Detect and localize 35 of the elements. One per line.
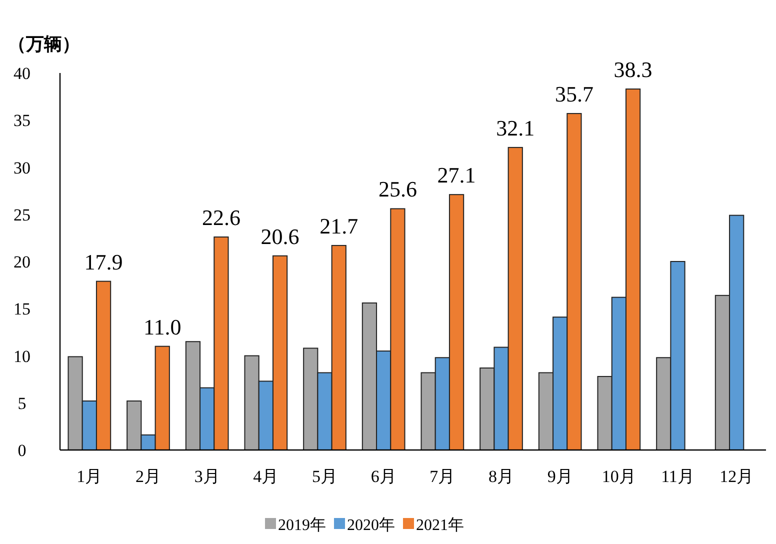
y-tick-label: 20 <box>14 252 30 272</box>
data-label: 38.3 <box>614 57 652 82</box>
x-tick-label: 6月 <box>370 467 396 486</box>
x-tick-label: 7月 <box>430 467 456 486</box>
y-tick-label: 40 <box>14 64 30 83</box>
x-tick-label: 3月 <box>194 467 220 486</box>
data-label: 35.7 <box>554 82 594 107</box>
data-label: 25.6 <box>378 176 417 202</box>
x-tick-label: 4月 <box>253 467 279 486</box>
x-tick-label: 12月 <box>720 467 754 486</box>
data-label: 22.6 <box>202 204 240 230</box>
y-axis-title: （万辆） <box>8 34 80 54</box>
x-tick-label: 8月 <box>488 467 514 486</box>
legend-label: 2020年 <box>347 517 395 534</box>
data-label: 11.0 <box>144 314 182 340</box>
y-tick-label: 0 <box>18 441 26 460</box>
data-label: 17.9 <box>84 249 123 274</box>
x-tick-label: 2月 <box>136 467 161 486</box>
y-tick-label: 30 <box>14 158 30 178</box>
y-tick-label: 15 <box>14 300 30 319</box>
data-label: 21.7 <box>320 213 358 238</box>
data-label: 32.1 <box>496 115 535 140</box>
y-tick-label: 35 <box>14 111 30 130</box>
x-tick-label: 10月 <box>602 467 636 486</box>
data-label: 20.6 <box>260 224 300 249</box>
y-tick-label: 10 <box>14 346 30 366</box>
x-tick-label: 11月 <box>661 467 694 486</box>
legend-label: 2021年 <box>416 517 464 534</box>
y-tick-label: 25 <box>14 205 30 224</box>
legend-label: 2019年 <box>278 517 326 534</box>
x-tick-label: 1月 <box>76 467 102 486</box>
x-tick-label: 5月 <box>312 467 338 486</box>
x-tick-label: 9月 <box>547 467 573 486</box>
y-tick-label: 5 <box>18 394 26 413</box>
data-label: 27.1 <box>437 162 476 188</box>
